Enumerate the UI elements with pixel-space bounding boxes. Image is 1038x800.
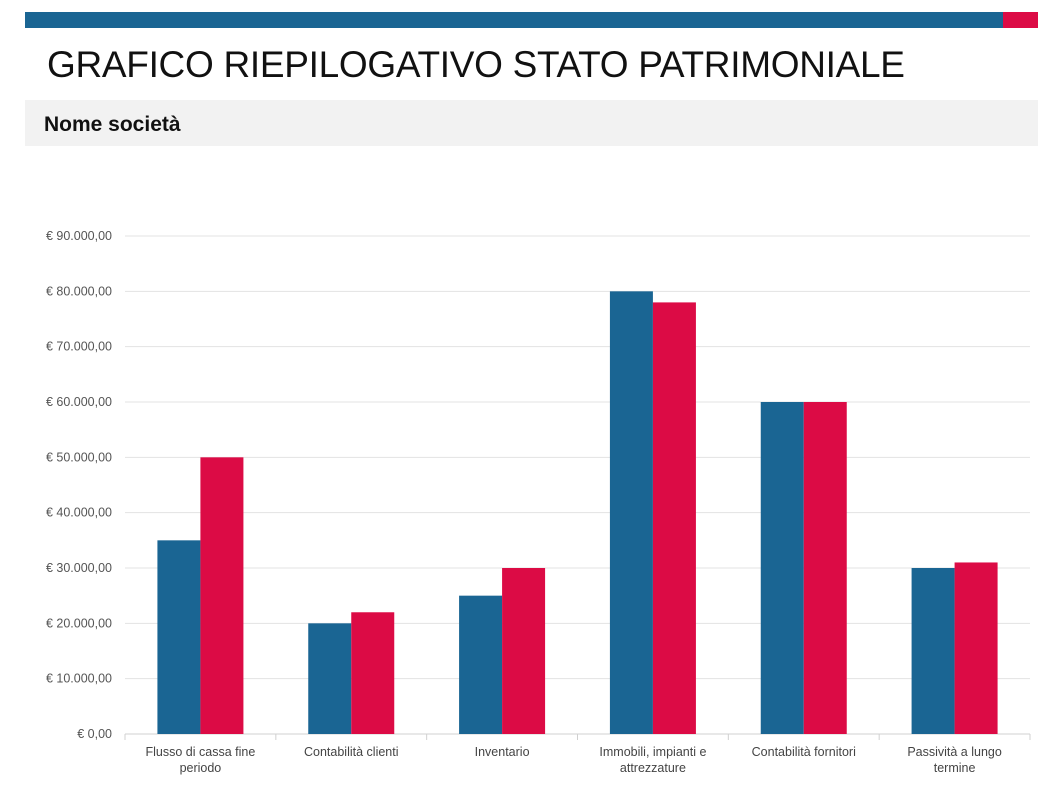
y-tick-label: € 20.000,00 bbox=[46, 616, 112, 630]
y-tick-label: € 90.000,00 bbox=[46, 229, 112, 243]
bar-series-1 bbox=[308, 623, 352, 734]
bar-series-2 bbox=[502, 568, 546, 734]
x-category-label: termine bbox=[934, 761, 976, 775]
y-tick-label: € 80.000,00 bbox=[46, 284, 112, 298]
bar-series-1 bbox=[157, 540, 201, 734]
bar-series-1 bbox=[459, 595, 503, 734]
x-category-label: Flusso di cassa fine bbox=[146, 745, 256, 759]
y-tick-label: € 60.000,00 bbox=[46, 395, 112, 409]
company-name: Nome società bbox=[44, 113, 181, 136]
y-tick-label: € 50.000,00 bbox=[46, 450, 112, 464]
bar-series-1 bbox=[609, 291, 653, 734]
x-category-label: Immobili, impianti e bbox=[599, 745, 706, 759]
y-tick-label: € 40.000,00 bbox=[46, 506, 112, 520]
y-tick-label: € 10.000,00 bbox=[46, 672, 112, 686]
bar-series-1 bbox=[911, 568, 955, 734]
bar-series-2 bbox=[954, 562, 998, 734]
x-category-label: Contabilità clienti bbox=[304, 745, 399, 759]
y-tick-label: € 30.000,00 bbox=[46, 561, 112, 575]
bar-series-2 bbox=[803, 402, 847, 734]
x-category-label: periodo bbox=[180, 761, 222, 775]
x-category-label: Passività a lungo bbox=[907, 745, 1002, 759]
x-category-label: Inventario bbox=[475, 745, 530, 759]
page-title: GRAFICO RIEPILOGATIVO STATO PATRIMONIALE bbox=[47, 44, 905, 85]
bar-series-2 bbox=[200, 457, 244, 734]
x-category-label: attrezzature bbox=[620, 761, 686, 775]
accent-bar-red bbox=[1003, 12, 1038, 28]
accent-bar bbox=[25, 12, 1038, 28]
company-band: Nome società bbox=[25, 100, 1038, 146]
x-category-label: Contabilità fornitori bbox=[752, 745, 856, 759]
bar-series-2 bbox=[351, 612, 395, 734]
y-tick-label: € 0,00 bbox=[77, 727, 112, 741]
bar-series-2 bbox=[652, 302, 696, 734]
bar-series-1 bbox=[760, 402, 804, 734]
accent-bar-blue bbox=[25, 12, 1003, 28]
y-tick-label: € 70.000,00 bbox=[46, 340, 112, 354]
